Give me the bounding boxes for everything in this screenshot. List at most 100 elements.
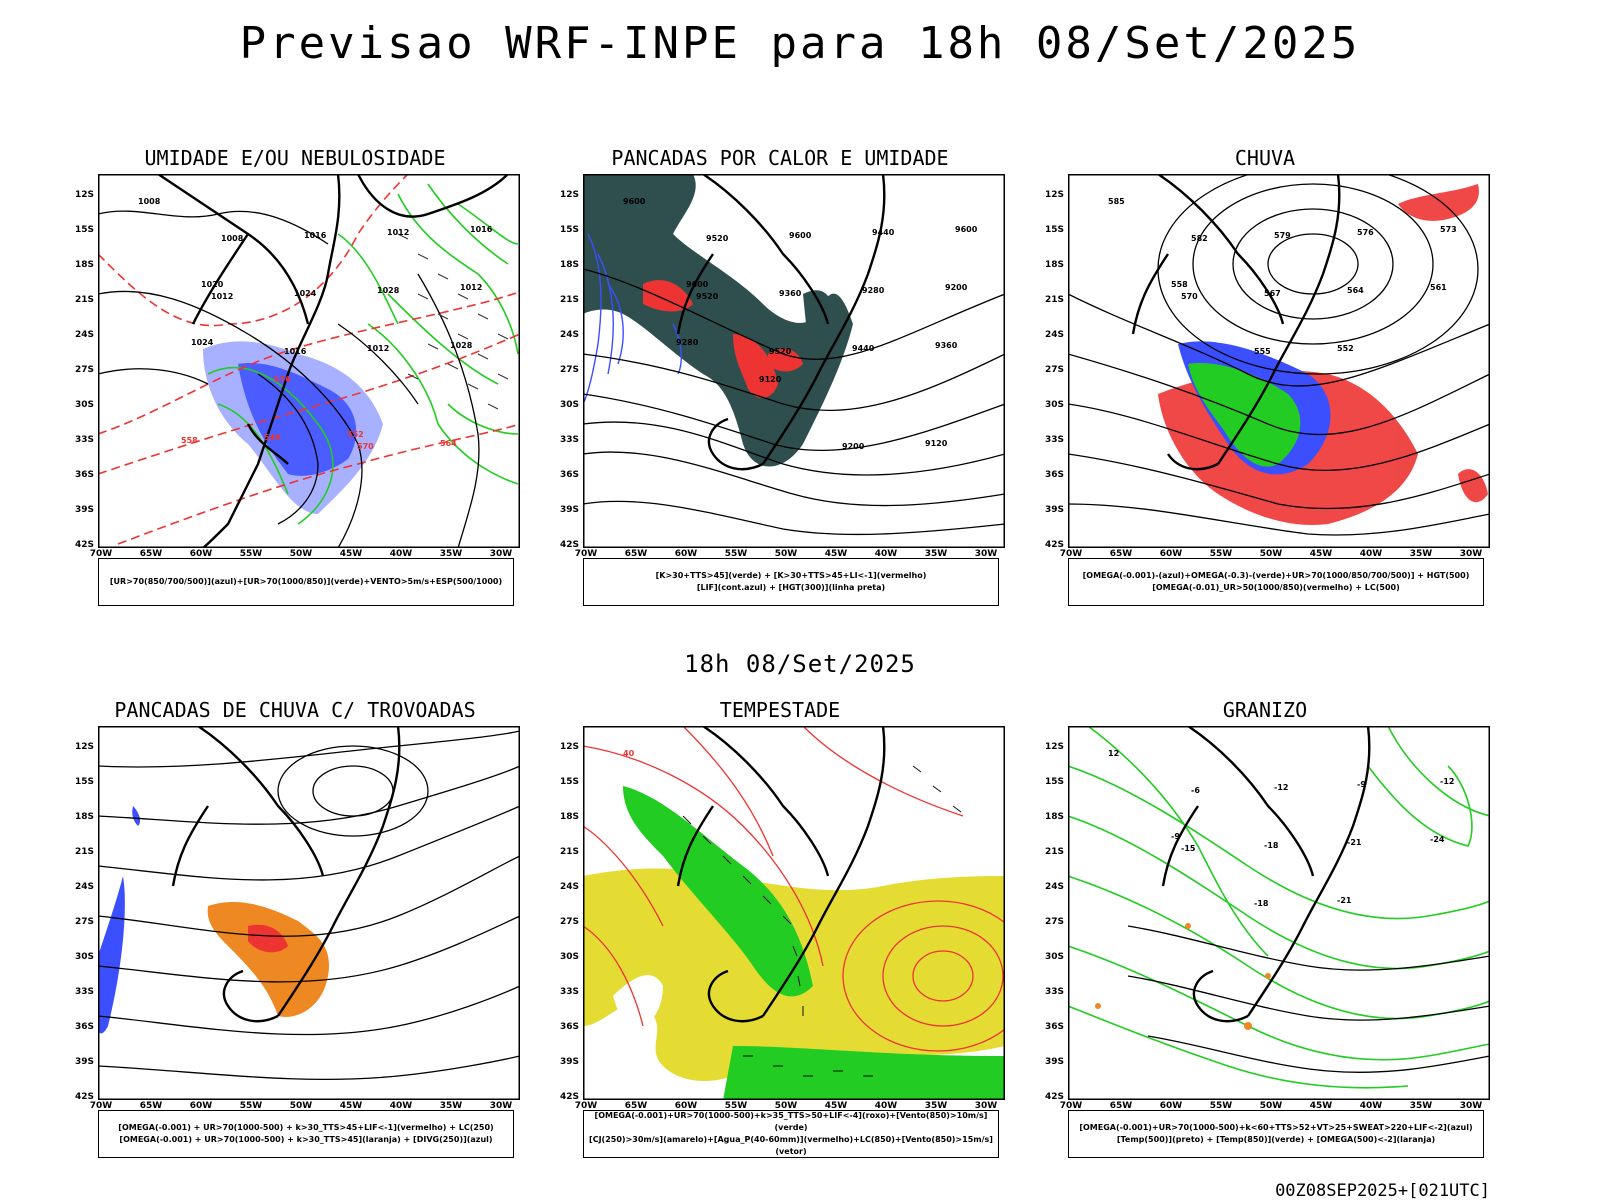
- contour-label: 12: [1108, 749, 1119, 758]
- lat-tick-label: 33S: [559, 435, 579, 445]
- lat-tick-label: 12S: [74, 190, 94, 200]
- lat-tick-label: 36S: [1044, 1022, 1064, 1032]
- lat-tick-label: 39S: [74, 1057, 94, 1067]
- lat-tick-label: 33S: [559, 987, 579, 997]
- map-chuva: 585 582 579 576 573 570 567 564 561 558 555 552: [1068, 174, 1490, 548]
- lon-tick-label: 65W: [624, 1101, 648, 1111]
- contour-label: 9440: [872, 228, 895, 237]
- panel-pancadas-calor: PANCADAS POR CALOR E UMIDADE: [545, 146, 1015, 626]
- contour-label: 9200: [842, 442, 865, 451]
- panel-umidade: UMIDADE E/OU NEBULOSIDADE: [60, 146, 530, 626]
- lat-tick-label: 39S: [559, 505, 579, 515]
- lat-tick-label: 39S: [559, 1057, 579, 1067]
- lat-tick-label: 33S: [1044, 435, 1064, 445]
- contour-label: 558: [181, 436, 198, 445]
- contour-label: 561: [1430, 283, 1447, 292]
- contour-label: 585: [1108, 197, 1125, 206]
- contour-label: 552: [1337, 344, 1354, 353]
- contour-label: 9440: [852, 344, 875, 353]
- lat-tick-label: 30S: [1044, 952, 1064, 962]
- height-contours: [583, 268, 1005, 536]
- contour-label: 558: [1171, 280, 1188, 289]
- lon-tick-label: 50W: [774, 549, 798, 559]
- white-gap: [613, 975, 663, 1029]
- contour-label: -12: [1274, 783, 1288, 792]
- contour-label: 9280: [862, 286, 885, 295]
- legend-line: [OMEGA(-0.001) + UR>70(1000-500) + k>30_…: [119, 1135, 493, 1144]
- contour-label: -24: [1430, 835, 1445, 844]
- temp500-black: [1127, 925, 1490, 1073]
- lon-tick-label: 70W: [1059, 549, 1083, 559]
- contour-label: 9520: [769, 347, 792, 356]
- lon-tick-label: 40W: [1359, 1101, 1383, 1111]
- coastline-borders: [171, 726, 401, 1023]
- lon-tick-label: 55W: [239, 549, 263, 559]
- contour-label: 9120: [925, 439, 948, 448]
- contour-label: -15: [1181, 844, 1196, 853]
- map-frame: [1068, 726, 1490, 1100]
- contour-label: 1024: [294, 289, 317, 298]
- contour-label: 9600: [623, 197, 646, 206]
- temp850-green: [1068, 726, 1490, 1089]
- red-dashed-contours: [98, 174, 520, 545]
- lon-tick-label: 50W: [774, 1101, 798, 1111]
- lon-tick-label: 35W: [1409, 549, 1433, 559]
- panel-granizo: GRANIZO 12 -6 -12 -9 -12 -15 -18 -21 -24 -9 -18-: [1030, 698, 1500, 1178]
- lat-tick-label: 18S: [74, 812, 94, 822]
- lat-tick-label: 24S: [1044, 330, 1064, 340]
- panel-title: TEMPESTADE: [719, 698, 841, 722]
- lat-tick-label: 24S: [1044, 882, 1064, 892]
- lat-tick-label: 30S: [559, 400, 579, 410]
- lon-tick-label: 60W: [674, 1101, 698, 1111]
- legend-line: [OMEGA(-0.001)+UR>70(1000-500)+k<60+TTS>…: [1079, 1123, 1473, 1132]
- map-frame: [1068, 174, 1490, 548]
- contour-label: -12: [1440, 777, 1454, 786]
- lat-tick-label: 42S: [1044, 1092, 1064, 1102]
- map-granizo: 12 -6 -12 -9 -12 -15 -18 -21 -24 -9 -18 -21: [1068, 726, 1490, 1100]
- lat-tick-label: 36S: [559, 1022, 579, 1032]
- wind-fill-green: [623, 786, 1005, 1100]
- lat-tick-label: 21S: [74, 295, 94, 305]
- run-timestamp: 00Z08SEP2025+[021UTC]: [1275, 1181, 1490, 1201]
- contour-label: -6: [1191, 786, 1200, 795]
- legend-line: [OMEGA(-0.001) + UR>70(1000-500) + k>30_…: [118, 1123, 494, 1132]
- thunder-fill-red: [248, 924, 288, 953]
- map-umidade: 1008 1008 1016 1012 1016 1012 1024 1028 1012 1020…: [98, 174, 520, 548]
- lat-tick-label: 12S: [1044, 190, 1064, 200]
- lat-tick-label: 12S: [559, 190, 579, 200]
- lat-tick-label: 42S: [74, 540, 94, 550]
- contour-label: -21: [1337, 896, 1352, 905]
- contour-label: 9120: [759, 375, 782, 384]
- lon-tick-label: 45W: [339, 1101, 363, 1111]
- contour-label: 567: [1264, 289, 1281, 298]
- contour-label: 9360: [935, 341, 958, 350]
- lon-tick-label: 45W: [824, 549, 848, 559]
- lat-tick-label: 36S: [559, 470, 579, 480]
- contour-label: 555: [1254, 347, 1271, 356]
- contour-label: -9: [1357, 780, 1366, 789]
- lon-tick-label: 70W: [89, 1101, 113, 1111]
- contour-label: 1016: [284, 347, 307, 356]
- legend-line: [OMEGA(-0.01)_UR>50(1000/850)(vermelho) …: [1152, 583, 1400, 592]
- contour-label: -9: [1171, 832, 1180, 841]
- panel-title: GRANIZO: [1222, 698, 1308, 722]
- lat-tick-label: 36S: [1044, 470, 1064, 480]
- lat-tick-label: 30S: [74, 400, 94, 410]
- lon-tick-label: 70W: [89, 549, 113, 559]
- lon-tick-label: 35W: [439, 1101, 463, 1111]
- contour-label: 9600: [789, 231, 812, 240]
- contour-label: 9280: [676, 338, 699, 347]
- coastline-borders: [676, 174, 886, 471]
- lat-tick-label: 21S: [559, 847, 579, 857]
- contour-label: 9360: [779, 289, 802, 298]
- lat-tick-label: 27S: [559, 917, 579, 927]
- legend-line: [LIF](cont.azul) + [HGT(300)](linha pret…: [696, 583, 886, 592]
- wind-vectors: [397, 233, 509, 410]
- contour-label: 1016: [470, 225, 493, 234]
- lon-tick-label: 65W: [1109, 1101, 1133, 1111]
- panel-legend: [UR>70(850/700/500)](azul)+[UR>70(1000/8…: [98, 558, 514, 606]
- lat-tick-label: 15S: [74, 225, 94, 235]
- lon-tick-label: 45W: [1309, 1101, 1333, 1111]
- lat-tick-label: 18S: [74, 260, 94, 270]
- contour-label: 9520: [696, 292, 719, 301]
